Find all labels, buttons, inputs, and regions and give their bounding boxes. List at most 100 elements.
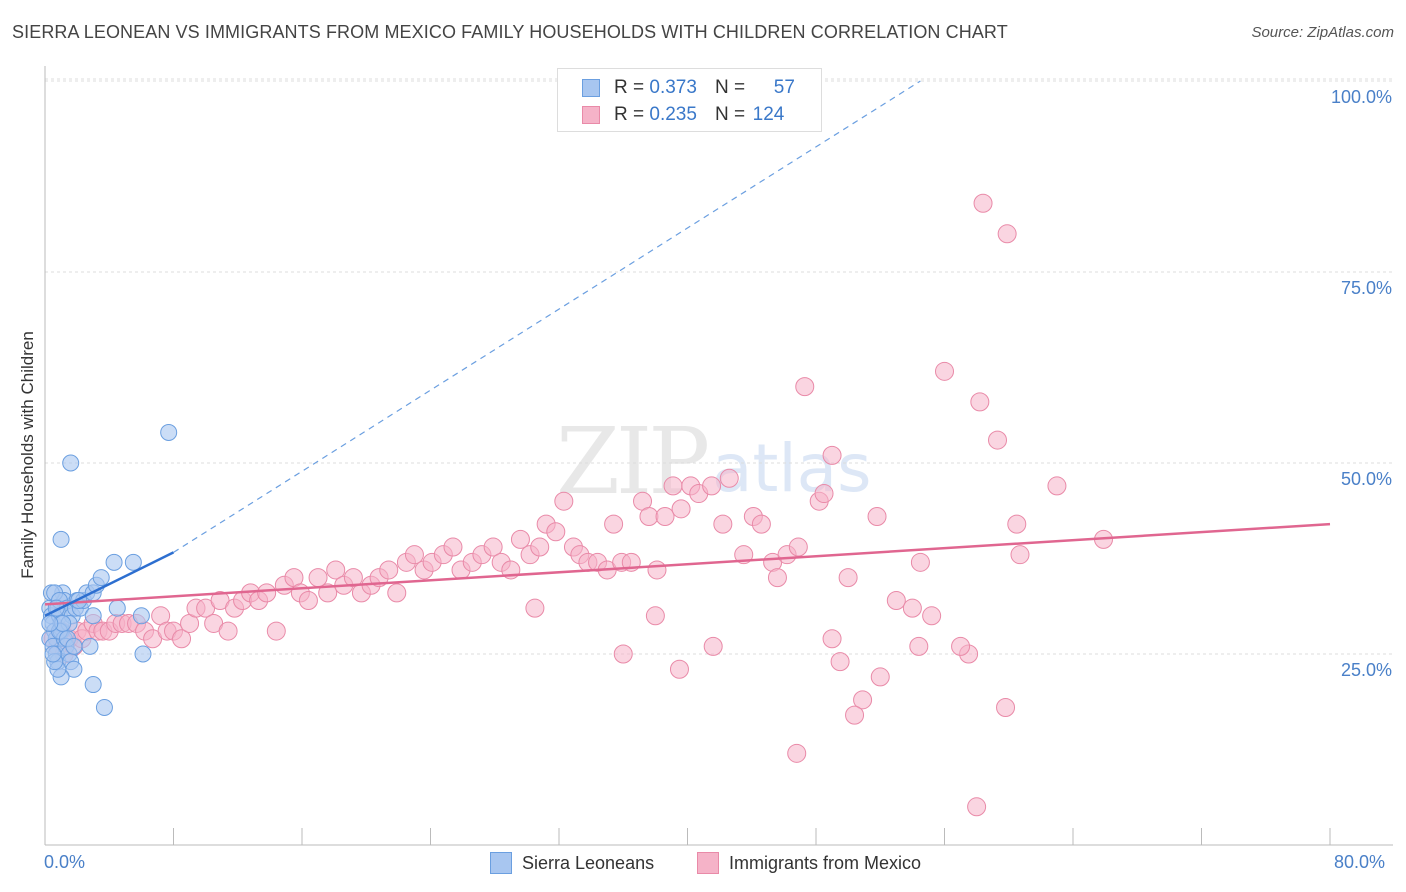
mexico-point [172, 629, 192, 649]
sierra-leonean-point [44, 645, 62, 663]
sierra-leonean-point [105, 553, 123, 571]
mexico-point [639, 506, 659, 526]
mexico-point [326, 560, 346, 580]
sierra-leonean-point [160, 423, 178, 441]
sierra-leonean-point [65, 637, 83, 655]
chart-title: SIERRA LEONEAN VS IMMIGRANTS FROM MEXICO… [12, 22, 1008, 42]
mexico-point [970, 392, 990, 412]
mexico-point [318, 583, 338, 603]
y-tick-label: 100.0% [1330, 87, 1392, 107]
series-name: Sierra Leoneans [522, 852, 655, 873]
mexico-point [546, 522, 566, 542]
mexico-trendline [44, 522, 1331, 606]
bottom-legend-immigrants-mexico: Immigrants from Mexico [697, 852, 921, 874]
sierra-leonean-point [95, 698, 113, 716]
mexico-point [655, 506, 675, 526]
mexico-point [713, 514, 733, 534]
mexico-point [1047, 476, 1067, 496]
mexico-point [886, 591, 906, 611]
mexico-point [669, 659, 689, 679]
mexico-point [902, 598, 922, 618]
legend-row-sierra-leoneans: R = 0.373 N = 57 [582, 77, 795, 99]
mexico-point [870, 667, 890, 687]
mexico-point [379, 560, 399, 580]
sierra-leonean-point [62, 454, 80, 472]
mexico-point [734, 545, 754, 565]
bottom-legend-sierra-leoneans: Sierra Leoneans [490, 852, 654, 874]
r-value: 0.235 [649, 104, 697, 125]
mexico-point [838, 568, 858, 588]
mexico-point [663, 476, 683, 496]
n-label: N = [714, 104, 746, 125]
y-tick-label: 75.0% [1340, 278, 1392, 298]
sierra-leonean-point [52, 530, 70, 548]
y-tick-label: 50.0% [1340, 469, 1392, 489]
sierra-leonean-point [132, 607, 150, 625]
pink-swatch [582, 106, 600, 124]
y-tick-label: 25.0% [1340, 660, 1392, 680]
mexico-point [988, 430, 1008, 450]
mexico-point [767, 568, 787, 588]
sierra-leonean-point [134, 645, 152, 663]
mexico-point [525, 598, 545, 618]
mexico-point [702, 476, 722, 496]
mexico-point [845, 705, 865, 725]
mexico-point [719, 468, 739, 488]
r-label: R = [614, 104, 645, 125]
mexico-point [308, 568, 328, 588]
watermark-atlas: atlas [712, 430, 872, 507]
source-credit: Source: ZipAtlas.com [1251, 24, 1394, 41]
watermark-zip: ZIP [556, 408, 710, 515]
mexico-point [404, 545, 424, 565]
mexico-point [822, 629, 842, 649]
r-value: 0.373 [649, 77, 697, 98]
mexico-point [787, 743, 807, 763]
mexico-point [997, 224, 1017, 244]
mexico-point [967, 797, 987, 817]
n-value: 57 [773, 77, 795, 98]
mexico-point [613, 644, 633, 664]
mexico-point [922, 606, 942, 626]
n-value: 124 [752, 104, 785, 125]
mexico-point [218, 621, 238, 641]
r-label: R = [614, 77, 645, 98]
mexico-point [822, 445, 842, 465]
mexico-point [510, 529, 530, 549]
mexico-point [604, 514, 624, 534]
mexico-point [298, 591, 318, 611]
legend-row-immigrants-mexico: R = 0.235 N = 124 [582, 104, 784, 126]
mexico-point [814, 484, 834, 504]
mexico-point [530, 537, 550, 557]
sierra-leonean-point [124, 553, 142, 571]
mexico-point [910, 552, 930, 572]
mexico-point [647, 560, 667, 580]
sierra-leonean-point [84, 676, 102, 694]
sierra-leonean-point [108, 599, 126, 617]
mexico-point [343, 568, 363, 588]
mexico-point [867, 506, 887, 526]
mexico-point [387, 583, 407, 603]
mexico-point [935, 361, 954, 381]
mexico-point [830, 652, 850, 672]
blue-swatch [582, 79, 600, 97]
mexico-point [795, 377, 815, 397]
mexico-point [1010, 545, 1030, 565]
x-tick-label: 0.0% [44, 852, 86, 872]
mexico-point [645, 606, 665, 626]
y-axis-label: Family Households with Children [18, 331, 37, 579]
mexico-point [853, 690, 873, 710]
mexico-point [951, 636, 971, 656]
mexico-point [443, 537, 463, 557]
mexico-point [554, 491, 574, 511]
sierra-leonean-trendline [44, 551, 175, 617]
mexico-point [703, 636, 723, 656]
mexico-point [671, 499, 691, 519]
sierra-leonean-point [92, 569, 110, 587]
mexico-point [1007, 514, 1027, 534]
sierra-leonean-point [84, 607, 102, 625]
mexico-point [266, 621, 286, 641]
sierra-leonean-trendline-extension [173, 80, 921, 553]
mexico-point [751, 514, 771, 534]
stats-legend: R = 0.373 N = 57 R = 0.235 N = 124 [557, 68, 822, 132]
mexico-point [996, 697, 1016, 717]
